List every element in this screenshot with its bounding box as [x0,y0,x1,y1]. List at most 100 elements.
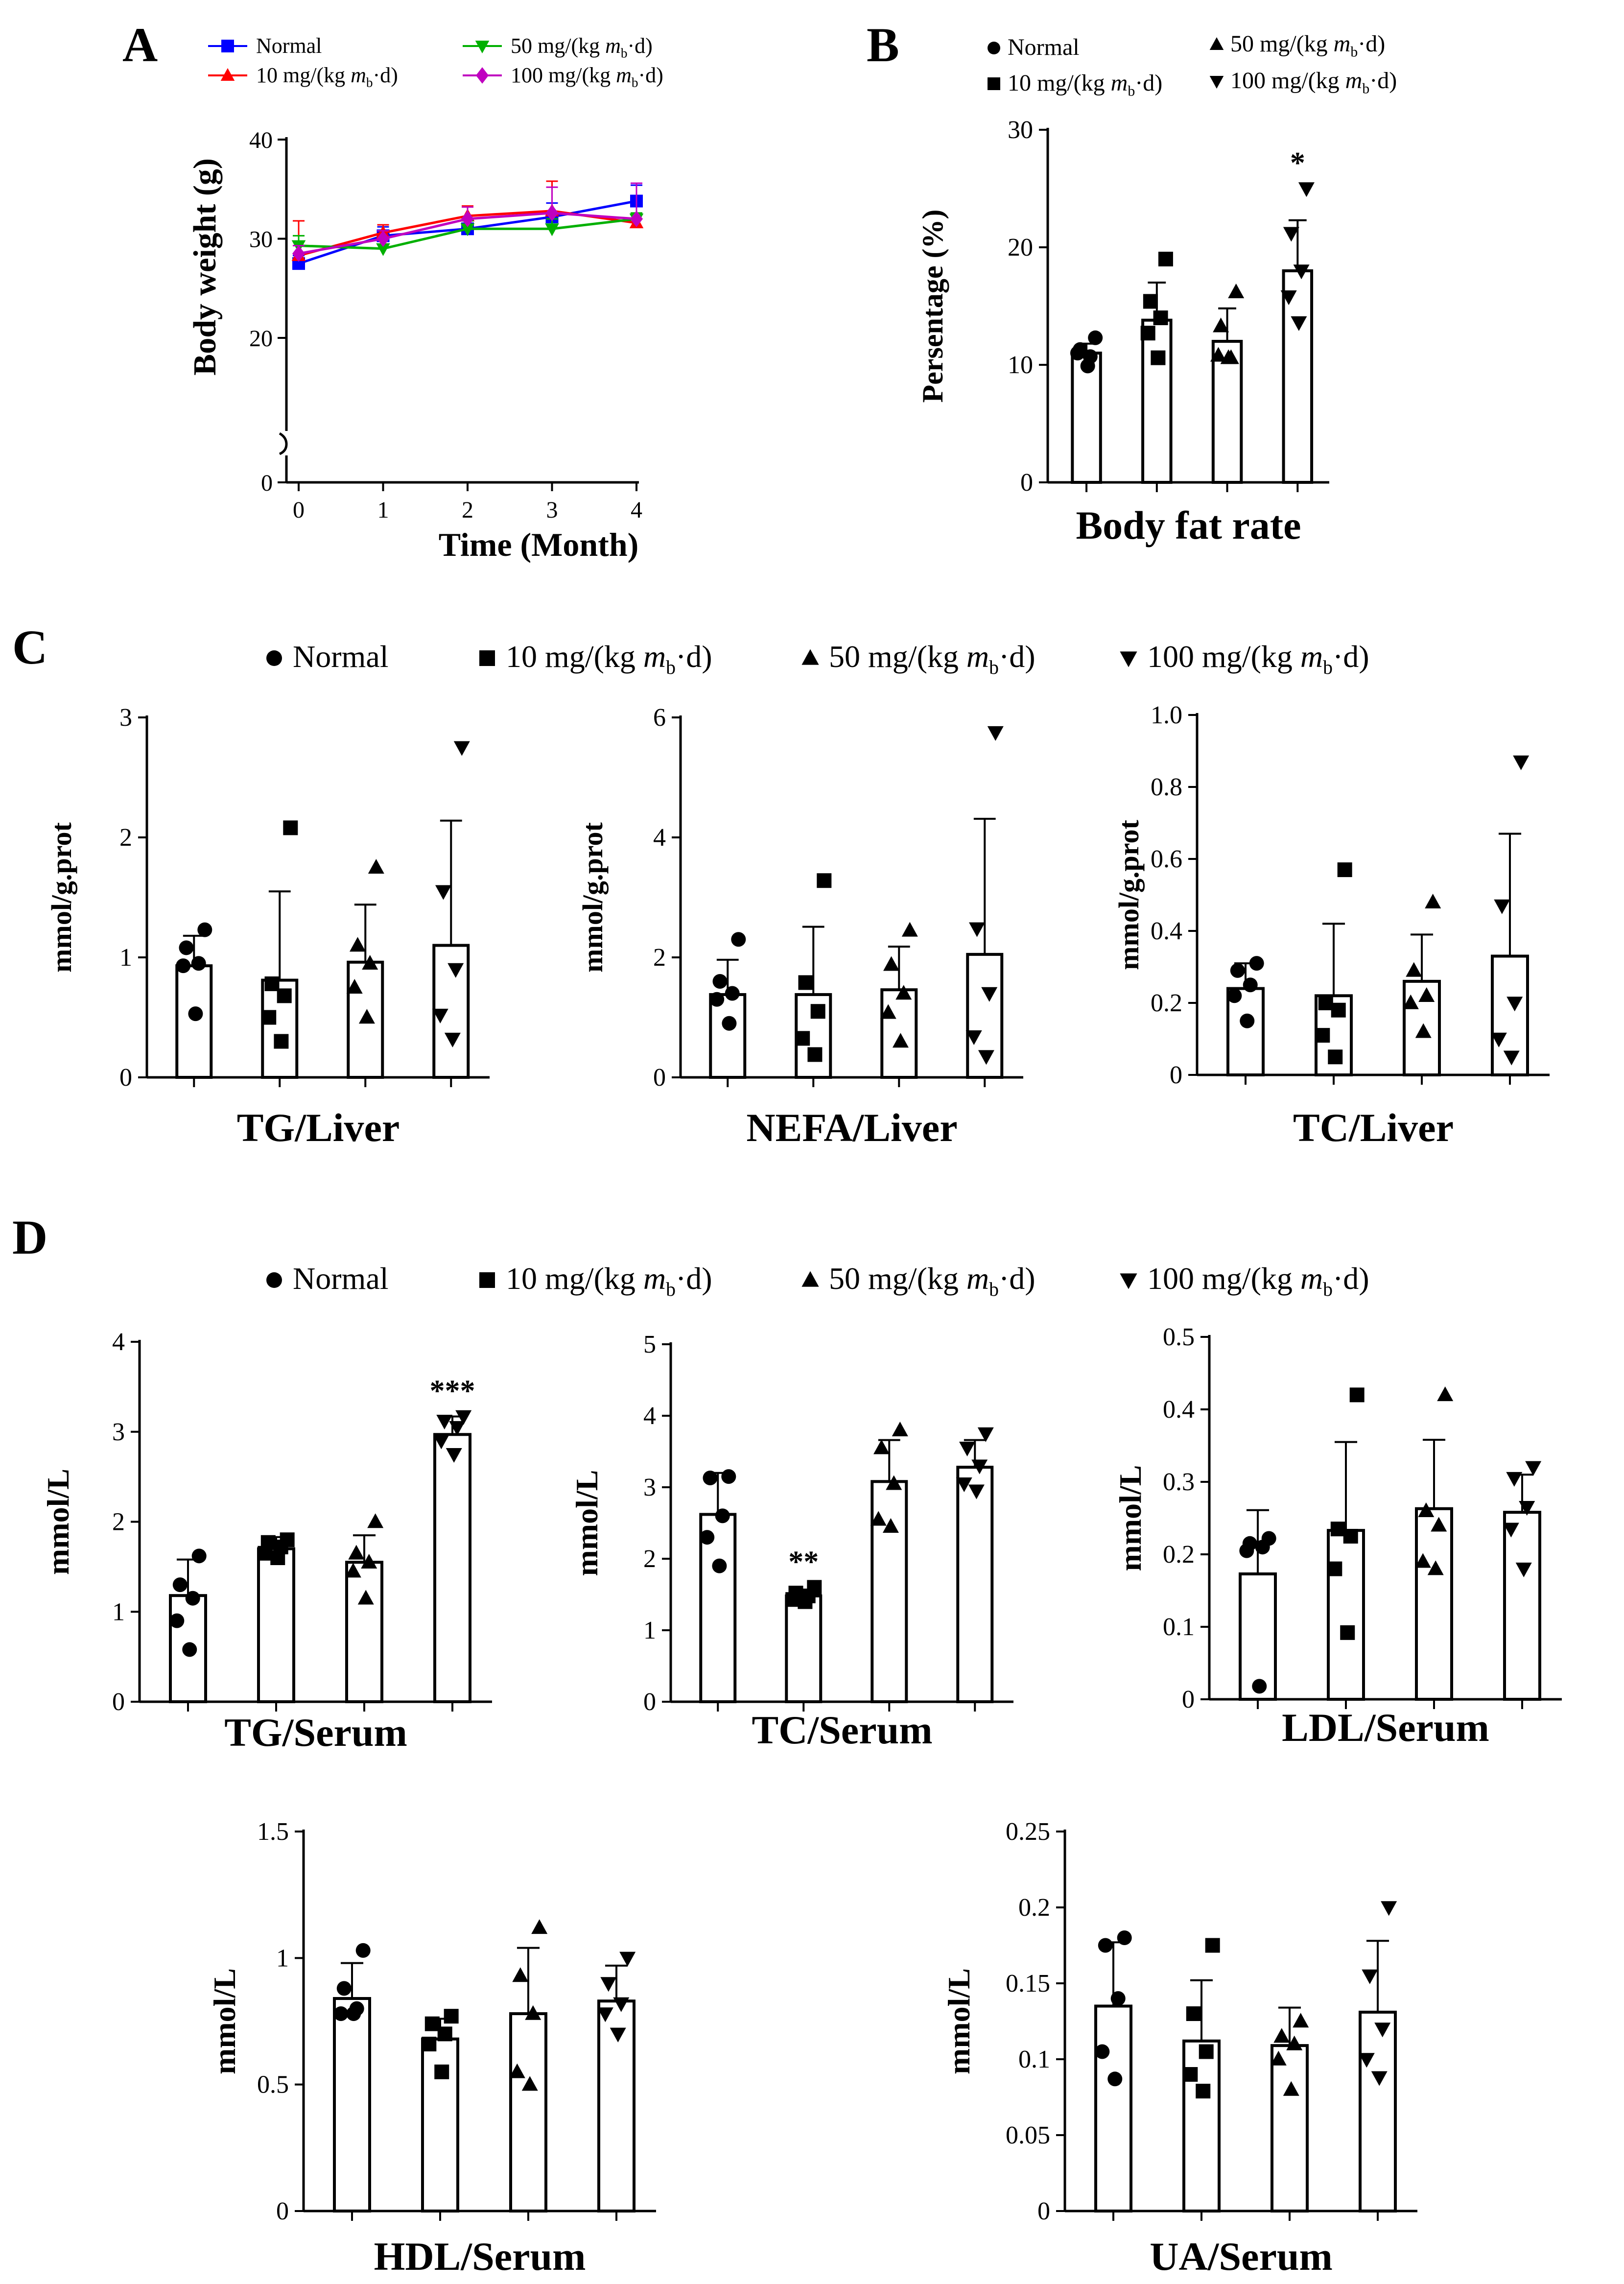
bar [1239,1572,1277,1701]
data-point [453,741,470,756]
legend-marker [1209,37,1224,50]
data-point [1291,316,1307,331]
data-point [179,940,194,955]
data-point [350,937,366,952]
data-point [274,1034,289,1049]
data-point [712,974,728,989]
data-point [1293,264,1310,280]
data-point [346,979,363,994]
data-point [1503,1523,1519,1538]
y-tick-label: 1 [112,1598,125,1626]
chart-c3: 0 0.2 0.4 0.6 0.8 1.0 mmol/g.prot TC/Liver [1113,701,1550,1150]
data-point [1343,1529,1358,1544]
legend: Normal 10 mg/(kg mb·d) 50 mg/(kg mb·d)100 … [208,34,663,90]
legend-marker [988,42,1000,54]
data-point [1151,350,1166,365]
data-point [1340,1625,1355,1640]
data-point [1525,1461,1542,1476]
data-point [1427,1560,1444,1575]
bar [709,993,747,1079]
y-tick-label: 0 [1170,1061,1182,1089]
series-3 [292,182,643,262]
y-tick-label: 1.0 [1151,701,1182,729]
legend-d: Normal 10 mg/(kg mb·d) 50 mg/(kg mb·d) 100 … [266,1261,1369,1300]
y-tick-label: 0.5 [1163,1323,1195,1351]
bar [421,2037,459,2213]
data-point [886,1475,902,1490]
data-point [197,922,212,937]
legend-label: 10 mg/(kg mb·d) [506,1261,712,1300]
x-axis-label: UA/Serum [1150,2234,1333,2279]
chart-c1: 0 1 2 3 mmol/g.prot TG/Liver [46,704,490,1150]
data-point [525,2005,541,2020]
x-tick-label: 0 [293,497,305,523]
legend-label: Normal [293,1261,389,1296]
bar [509,2012,547,2213]
y-tick-label: 0.1 [1018,2046,1050,2073]
data-point [1515,1562,1532,1577]
data-point [795,1031,810,1046]
y-tick-label: 0 [112,1688,125,1716]
bar [345,1561,383,1703]
data-point [455,1410,472,1425]
data-point [1318,996,1333,1010]
data-point [1070,346,1085,360]
data-point [1158,252,1173,266]
data-point [348,1545,365,1560]
legend-marker [266,650,282,666]
x-axis-label: Time (Month) [439,526,639,563]
data-point [367,1513,384,1528]
data-point [512,1967,529,1982]
data-point [1349,1387,1365,1403]
legend-label: 100 mg/(kg mb·d) [511,63,663,90]
y-tick-label: 0 [1182,1686,1195,1713]
data-point [722,1016,737,1031]
legend-c: Normal 10 mg/(kg mb·d) 50 mg/(kg mb·d) 100 … [266,639,1369,678]
legend-marker [266,1272,282,1288]
data-point [1098,1938,1113,1953]
data-point [798,1594,813,1609]
data-point [817,873,832,888]
significance-label: *** [430,1375,475,1408]
legend-label: 100 mg/(kg mb·d) [1230,68,1397,97]
y-tick-label: 1 [643,1617,656,1644]
bar [1141,318,1173,484]
data-point [1088,330,1103,345]
data-point [700,1530,715,1545]
y-tick-label: 3 [112,1418,125,1446]
data-point [892,1421,908,1436]
data-point [264,976,280,991]
data-point [1249,956,1264,971]
x-axis-label: Body fat rate [1076,503,1301,547]
data-point [1337,862,1352,878]
y-tick-label: 1.5 [257,1818,289,1846]
y-tick-label: 30 [1008,116,1033,144]
bar [1415,1507,1453,1701]
y-tick-label: 6 [653,704,666,732]
legend-label: 100 mg/(kg mb·d) [1147,1261,1369,1300]
y-axis-label: mmol/g.prot [1113,820,1145,970]
chart-d2: 0 1 2 3 4 5 ** mmol/L TC/Serum [569,1331,1013,1752]
data-point [447,963,464,978]
legend-b: Normal 10 mg/(kg mb·d) 50 mg/(kg mb·d) 100 … [988,31,1397,99]
y-axis-label: Body weight (g) [187,158,223,376]
y-tick-label: 0.6 [1151,845,1182,873]
y-tick-label: 2 [643,1545,656,1573]
chart-c2: 0 2 4 6 mmol/g.prot NEFA/Liver [577,704,1023,1150]
data-point [1143,294,1158,309]
data-point [1293,2013,1309,2028]
x-axis-label: NEFA/Liver [746,1105,957,1150]
data-point [270,1550,285,1565]
data-point [978,1050,994,1065]
data-point [798,975,813,990]
data-point [600,1977,617,1992]
data-point [1418,1502,1435,1517]
y-axis-label: mmol/L [41,1469,75,1575]
legend-marker [988,77,1000,90]
legend-marker [1120,651,1137,667]
data-point [1107,2071,1123,2087]
data-point [807,1047,823,1062]
y-tick-label: 0.15 [1006,1970,1050,1998]
data-point [610,2027,626,2043]
x-tick-label: 1 [377,497,389,523]
